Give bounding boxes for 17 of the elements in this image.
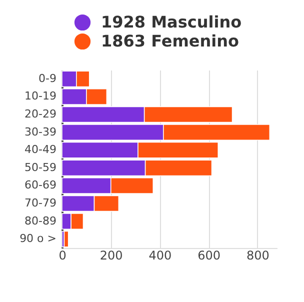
y-tick-label: 60-69 — [24, 178, 56, 192]
y-tick-label: 40-49 — [24, 143, 56, 156]
x-tick-label: 400 — [148, 248, 172, 262]
y-tick-label: 30-39 — [24, 125, 56, 138]
y-tick-label: 10-19 — [24, 90, 56, 103]
x-tick-label: 800 — [246, 248, 270, 262]
y-tick-label: 0-9 — [38, 72, 56, 85]
y-tick-label: 90 o > — [20, 232, 56, 246]
y-tick-label: 80-89 — [24, 214, 56, 228]
y-tick-label: 70-79 — [24, 196, 56, 210]
y-tick-label: 50-59 — [24, 160, 56, 174]
legend-label: 1863 Femenino — [101, 32, 240, 50]
y-tick-label: 20-29 — [24, 108, 56, 120]
x-tick-label: 200 — [100, 248, 123, 262]
x-tick-label: 600 — [198, 248, 221, 262]
x-tick-label: 0 — [58, 248, 66, 262]
legend-label: 1928 Masculino — [101, 12, 242, 32]
